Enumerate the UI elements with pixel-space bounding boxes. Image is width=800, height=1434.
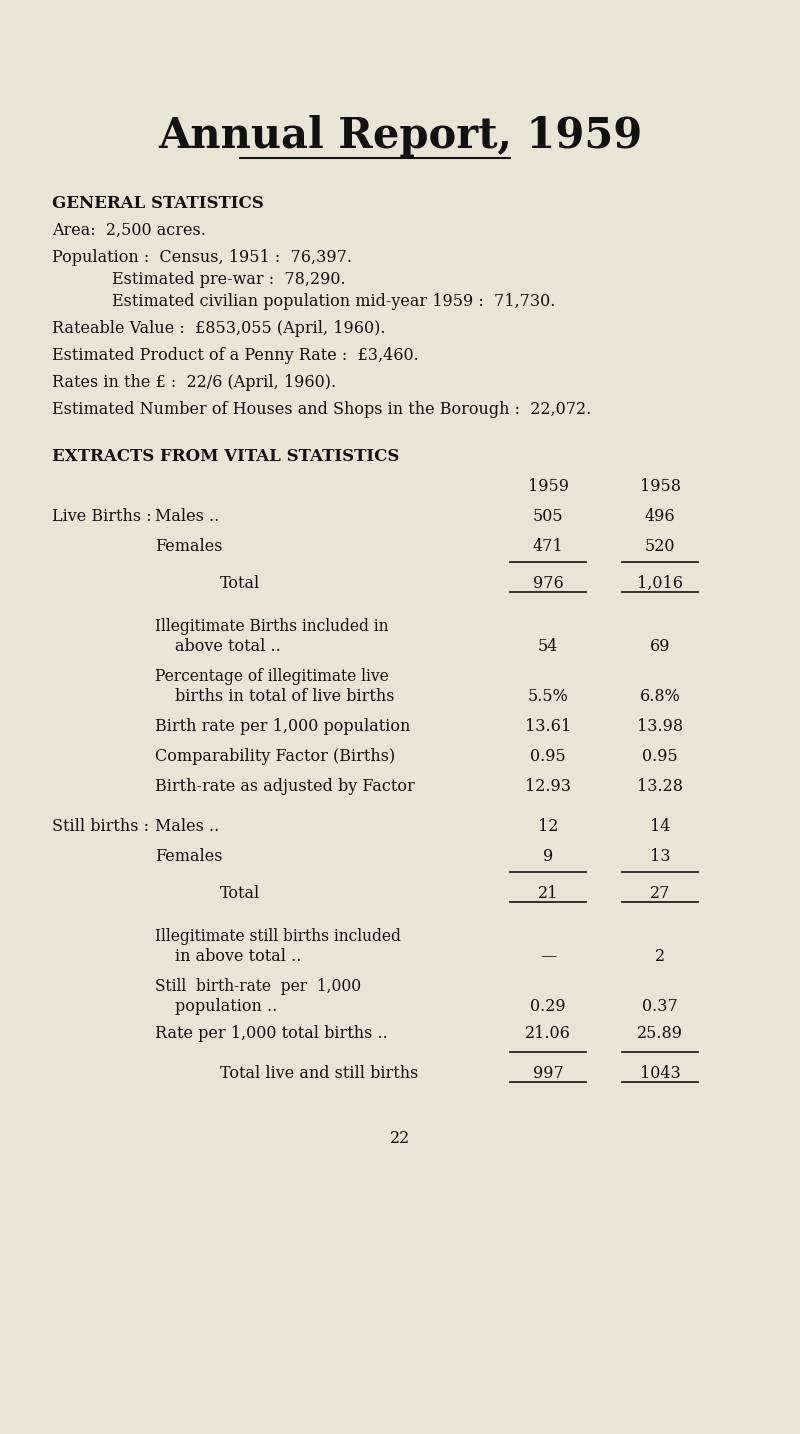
Text: Males ..: Males .. [155, 508, 219, 525]
Text: Estimated Product of a Penny Rate :  £3,460.: Estimated Product of a Penny Rate : £3,4… [52, 347, 418, 364]
Text: Estimated civilian population mid-year 1959 :  71,730.: Estimated civilian population mid-year 1… [112, 293, 555, 310]
Text: 1958: 1958 [639, 478, 681, 495]
Text: Males ..: Males .. [155, 817, 219, 835]
Text: Annual Report, 1959: Annual Report, 1959 [158, 115, 642, 156]
Text: 27: 27 [650, 885, 670, 902]
Text: 13.61: 13.61 [525, 718, 571, 736]
Text: 520: 520 [645, 538, 675, 555]
Text: Birth rate per 1,000 population: Birth rate per 1,000 population [155, 718, 410, 736]
Text: GENERAL STATISTICS: GENERAL STATISTICS [52, 195, 264, 212]
Text: population ..: population .. [175, 998, 278, 1015]
Text: 13.98: 13.98 [637, 718, 683, 736]
Text: Females: Females [155, 847, 222, 865]
Text: Population :  Census, 1951 :  76,397.: Population : Census, 1951 : 76,397. [52, 250, 352, 265]
Text: above total ..: above total .. [175, 638, 281, 655]
Text: Rates in the £ :  22/6 (April, 1960).: Rates in the £ : 22/6 (April, 1960). [52, 374, 336, 391]
Text: 22: 22 [390, 1130, 410, 1147]
Text: 0.29: 0.29 [530, 998, 566, 1015]
Text: 14: 14 [650, 817, 670, 835]
Text: 13: 13 [650, 847, 670, 865]
Text: —: — [540, 948, 556, 965]
Text: 13.28: 13.28 [637, 779, 683, 794]
Text: 0.95: 0.95 [530, 749, 566, 764]
Text: 54: 54 [538, 638, 558, 655]
Text: Illegitimate still births included: Illegitimate still births included [155, 928, 401, 945]
Text: 997: 997 [533, 1065, 563, 1083]
Text: Birth-rate as adjusted by Factor: Birth-rate as adjusted by Factor [155, 779, 414, 794]
Text: 21.06: 21.06 [525, 1025, 571, 1043]
Text: 0.37: 0.37 [642, 998, 678, 1015]
Text: 1043: 1043 [640, 1065, 680, 1083]
Text: 496: 496 [645, 508, 675, 525]
Text: Estimated pre-war :  78,290.: Estimated pre-war : 78,290. [112, 271, 346, 288]
Text: Total: Total [220, 885, 260, 902]
Text: 9: 9 [543, 847, 553, 865]
Text: 2: 2 [655, 948, 665, 965]
Text: in above total ..: in above total .. [175, 948, 302, 965]
Text: Live Births :: Live Births : [52, 508, 152, 525]
Text: 69: 69 [650, 638, 670, 655]
Text: Rate per 1,000 total births ..: Rate per 1,000 total births .. [155, 1025, 388, 1043]
Text: Total live and still births: Total live and still births [220, 1065, 418, 1083]
Text: 505: 505 [533, 508, 563, 525]
Text: 1959: 1959 [527, 478, 569, 495]
Text: Area:  2,500 acres.: Area: 2,500 acres. [52, 222, 206, 239]
Text: 1,016: 1,016 [637, 575, 683, 592]
Text: 25.89: 25.89 [637, 1025, 683, 1043]
Text: Percentage of illegitimate live: Percentage of illegitimate live [155, 668, 389, 685]
Text: 976: 976 [533, 575, 563, 592]
Text: Rateable Value :  £853,055 (April, 1960).: Rateable Value : £853,055 (April, 1960). [52, 320, 386, 337]
Text: 6.8%: 6.8% [639, 688, 681, 706]
Text: Still  birth-rate  per  1,000: Still birth-rate per 1,000 [155, 978, 361, 995]
Text: 21: 21 [538, 885, 558, 902]
Text: 12: 12 [538, 817, 558, 835]
Text: births in total of live births: births in total of live births [175, 688, 394, 706]
Text: Total: Total [220, 575, 260, 592]
Text: Females: Females [155, 538, 222, 555]
Text: 471: 471 [533, 538, 563, 555]
Text: Estimated Number of Houses and Shops in the Borough :  22,072.: Estimated Number of Houses and Shops in … [52, 402, 591, 417]
Text: EXTRACTS FROM VITAL STATISTICS: EXTRACTS FROM VITAL STATISTICS [52, 447, 399, 465]
Text: 0.95: 0.95 [642, 749, 678, 764]
Text: Illegitimate Births included in: Illegitimate Births included in [155, 618, 389, 635]
Text: 12.93: 12.93 [525, 779, 571, 794]
Text: Still births :: Still births : [52, 817, 149, 835]
Text: Comparability Factor (Births): Comparability Factor (Births) [155, 749, 395, 764]
Text: 5.5%: 5.5% [527, 688, 569, 706]
